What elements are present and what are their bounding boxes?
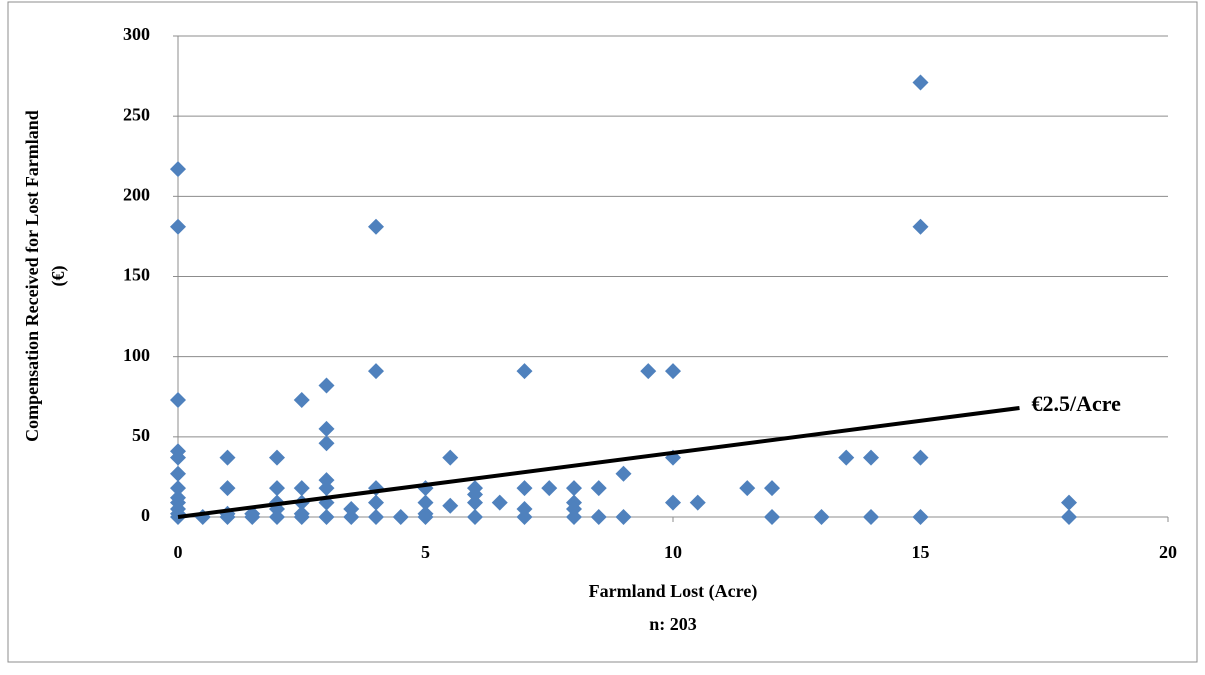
data-point	[368, 494, 384, 511]
data-point	[566, 500, 582, 517]
data-point	[813, 509, 830, 525]
y-axis-title: (€)	[48, 266, 69, 287]
x-tick-label: 0	[174, 542, 183, 562]
data-point	[318, 509, 335, 525]
data-point	[863, 449, 879, 466]
data-point	[318, 472, 335, 489]
data-point	[368, 363, 384, 380]
data-point	[863, 509, 879, 525]
data-point	[219, 449, 236, 466]
x-axis-title: Farmland Lost (Acre)	[589, 581, 758, 602]
data-point	[516, 500, 533, 517]
data-point	[442, 497, 459, 514]
data-point	[170, 161, 186, 178]
data-point	[269, 480, 285, 497]
data-point	[516, 509, 533, 525]
data-point	[739, 480, 756, 497]
data-point	[170, 480, 186, 497]
subtitle: n: 203	[649, 614, 697, 634]
y-tick-label: 100	[123, 345, 150, 365]
data-point	[293, 391, 310, 408]
data-point	[368, 218, 384, 235]
y-tick-label: 150	[123, 265, 150, 285]
data-point	[269, 509, 285, 525]
data-point	[467, 486, 483, 503]
data-point	[343, 500, 360, 517]
chart-border	[7, 1, 1198, 663]
x-tick-label: 20	[1159, 542, 1177, 562]
data-point	[318, 377, 335, 394]
data-point	[269, 449, 285, 466]
data-point	[615, 509, 632, 525]
data-point	[170, 391, 186, 408]
data-point	[392, 509, 409, 525]
data-point	[343, 509, 360, 525]
data-point	[838, 449, 855, 466]
data-point	[467, 494, 483, 511]
y-axis-title: Compensation Received for Lost Farmland	[22, 110, 42, 442]
data-point	[417, 494, 434, 511]
trend-line	[177, 405, 1020, 519]
data-point	[566, 509, 582, 525]
data-point	[170, 218, 186, 235]
data-point	[640, 363, 657, 380]
data-point	[368, 509, 384, 525]
data-point	[417, 509, 434, 525]
data-point	[170, 465, 186, 482]
data-point	[566, 480, 582, 497]
data-point	[541, 480, 558, 497]
data-point	[1061, 494, 1077, 511]
data-point	[516, 363, 533, 380]
data-point	[912, 74, 929, 91]
data-point	[764, 480, 780, 497]
data-point	[689, 494, 706, 511]
x-tick-label: 10	[664, 542, 682, 562]
data-point	[442, 449, 459, 466]
data-point	[467, 509, 483, 525]
annotation: €2.5/Acre	[1032, 391, 1122, 416]
data-point	[590, 480, 607, 497]
y-tick-label: 200	[123, 184, 150, 204]
data-point	[764, 509, 780, 525]
data-point	[318, 420, 335, 437]
y-tick-label: 250	[123, 104, 150, 124]
data-point	[244, 509, 261, 525]
y-tick-label: 50	[132, 425, 150, 445]
data-point	[912, 449, 929, 466]
y-tick-label: 0	[141, 505, 150, 525]
x-tick-label: 15	[912, 542, 930, 562]
data-point	[615, 465, 632, 482]
data-point	[491, 494, 508, 511]
data-point	[219, 480, 236, 497]
data-point	[293, 480, 310, 497]
data-point	[1061, 509, 1077, 525]
data-point	[912, 509, 929, 525]
data-point	[665, 494, 681, 511]
y-tick-label: 300	[123, 24, 150, 44]
data-point	[293, 509, 310, 525]
data-point	[318, 435, 335, 452]
data-point	[912, 218, 929, 235]
data-point	[318, 480, 335, 497]
data-point	[516, 480, 533, 497]
data-point	[170, 449, 186, 466]
data-point	[665, 363, 681, 380]
x-tick-label: 5	[421, 542, 430, 562]
data-point	[590, 509, 607, 525]
